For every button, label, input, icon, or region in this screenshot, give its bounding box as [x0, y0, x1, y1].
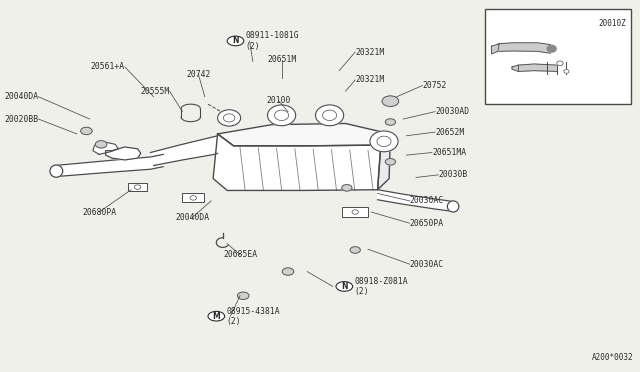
Text: 20652M: 20652M [435, 128, 465, 137]
Text: 20321M: 20321M [355, 76, 385, 84]
Circle shape [336, 282, 353, 291]
Polygon shape [492, 44, 499, 54]
Circle shape [227, 36, 244, 46]
Text: 20020BB: 20020BB [4, 115, 38, 124]
Bar [182, 193, 204, 202]
Text: 20030B: 20030B [438, 170, 468, 179]
Polygon shape [512, 65, 518, 71]
Polygon shape [218, 124, 390, 146]
Ellipse shape [95, 141, 107, 148]
Text: 20555M: 20555M [140, 87, 170, 96]
Polygon shape [378, 190, 454, 212]
Ellipse shape [385, 119, 396, 125]
Text: 20742: 20742 [186, 70, 211, 79]
Ellipse shape [218, 110, 241, 126]
Ellipse shape [316, 105, 344, 126]
Text: 20651MA: 20651MA [432, 148, 466, 157]
Text: 20030AD: 20030AD [435, 107, 469, 116]
Polygon shape [106, 147, 141, 160]
Ellipse shape [50, 165, 63, 177]
Text: 20651M: 20651M [267, 55, 296, 64]
Ellipse shape [268, 105, 296, 126]
Polygon shape [518, 64, 557, 71]
Text: 20040DA: 20040DA [4, 92, 38, 101]
Text: 20030AC: 20030AC [410, 260, 444, 269]
Text: N: N [341, 282, 348, 291]
Ellipse shape [350, 247, 360, 253]
Text: 08915-4381A
(2): 08915-4381A (2) [227, 307, 280, 326]
Polygon shape [378, 134, 390, 190]
Ellipse shape [237, 292, 249, 299]
Text: M: M [212, 312, 220, 321]
Ellipse shape [557, 61, 563, 65]
Bar [128, 183, 147, 191]
Text: 20030AC: 20030AC [410, 196, 444, 205]
Polygon shape [150, 134, 218, 166]
Ellipse shape [282, 268, 294, 275]
Text: 20040DA: 20040DA [175, 213, 209, 222]
Ellipse shape [547, 45, 556, 52]
Text: 20650PA: 20650PA [410, 219, 444, 228]
Ellipse shape [342, 185, 352, 191]
Text: 20680PA: 20680PA [82, 208, 116, 217]
Polygon shape [93, 142, 118, 154]
Ellipse shape [370, 131, 398, 152]
Text: 20752: 20752 [422, 81, 447, 90]
Ellipse shape [385, 158, 396, 165]
Text: 20561+A: 20561+A [91, 62, 125, 71]
Polygon shape [498, 43, 550, 53]
Text: A200*0032: A200*0032 [592, 353, 634, 362]
Bar [485, 9, 631, 104]
Text: 20685EA: 20685EA [223, 250, 257, 259]
Text: N: N [232, 36, 239, 45]
Ellipse shape [382, 96, 399, 106]
Circle shape [208, 311, 225, 321]
Ellipse shape [81, 127, 92, 135]
Text: 20100: 20100 [266, 96, 291, 105]
Ellipse shape [447, 201, 459, 212]
Text: 20010Z: 20010Z [598, 19, 626, 28]
Text: 08918-Z081A
(2): 08918-Z081A (2) [355, 277, 408, 296]
Polygon shape [54, 154, 163, 177]
Ellipse shape [564, 70, 569, 73]
Text: 08911-1081G
(2): 08911-1081G (2) [246, 31, 300, 51]
Bar [342, 207, 368, 217]
Text: 20321M: 20321M [355, 48, 385, 57]
Polygon shape [213, 134, 381, 190]
